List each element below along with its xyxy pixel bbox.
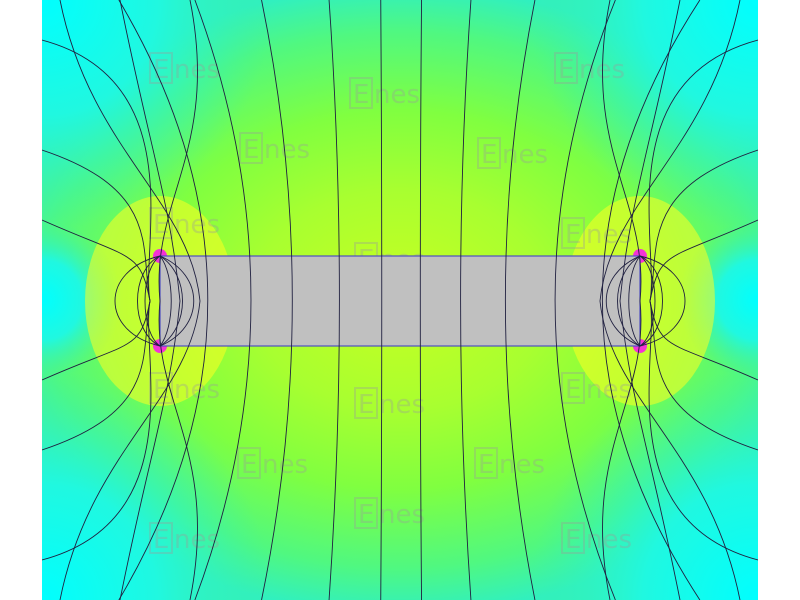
watermark-logo-frame (149, 207, 173, 239)
watermark-logo-letter: E (478, 450, 494, 480)
field-line (158, 0, 198, 600)
field-line (599, 0, 741, 600)
watermark-logo-letter: E (558, 55, 574, 85)
watermark-logo-frame (239, 132, 263, 164)
field-line (137, 255, 161, 347)
field-line (617, 255, 641, 347)
watermark-text: nes (502, 140, 548, 170)
watermark-logo-letter: E (358, 500, 374, 530)
field-line (639, 255, 686, 347)
field-line (42, 219, 151, 381)
watermark-logo-letter: E (153, 375, 169, 405)
field-line (419, 0, 422, 600)
watermark-text: nes (379, 390, 425, 420)
watermark-logo-frame (237, 447, 261, 479)
field-line (194, 0, 252, 600)
watermark-logo-letter: E (153, 525, 169, 555)
conductor-plate (159, 255, 641, 347)
watermark-logo-letter: E (358, 390, 374, 420)
field-line (159, 255, 172, 347)
field-line (605, 255, 641, 347)
field-line (159, 255, 195, 347)
field-line (328, 0, 340, 600)
watermark-logo-letter: E (241, 450, 257, 480)
field-lines (42, 0, 758, 600)
field-line (639, 255, 656, 347)
watermark-logo-letter: E (243, 135, 259, 165)
watermark-logo-frame (554, 52, 578, 84)
watermark-logo-letter: E (153, 55, 169, 85)
watermark-text: nes (586, 220, 632, 250)
watermark-logo-frame (474, 447, 498, 479)
field-line (114, 255, 161, 347)
field-line (639, 255, 663, 347)
watermark-logo-frame (149, 522, 173, 554)
field-line (649, 219, 758, 381)
field-line (602, 0, 701, 600)
field-line (159, 255, 183, 347)
watermark-text: nes (264, 135, 310, 165)
watermark-text: nes (586, 525, 632, 555)
watermark-logo-frame (561, 217, 585, 249)
field-line (554, 0, 616, 600)
watermark-logo-frame (561, 372, 585, 404)
watermark-logo-letter: E (565, 525, 581, 555)
watermark-logo-letter: E (565, 220, 581, 250)
watermark-logo-letter: E (565, 375, 581, 405)
watermark-logo-frame (561, 522, 585, 554)
field-line (118, 0, 209, 600)
watermark-logo-frame (477, 137, 501, 169)
watermark-text: nes (499, 450, 545, 480)
watermark-logo-frame (354, 387, 378, 419)
watermark-logo-letter: E (481, 140, 497, 170)
watermark-text: nes (174, 210, 220, 240)
watermark-text: nes (379, 500, 425, 530)
field-line (59, 0, 201, 600)
field-line (261, 0, 293, 600)
watermark-logo-frame (149, 372, 173, 404)
field-line (628, 255, 641, 347)
watermark-text: nes (579, 55, 625, 85)
watermark-logo-frame (349, 77, 373, 109)
field-line (504, 0, 536, 600)
field-line (602, 0, 642, 600)
field-line (380, 0, 383, 600)
watermark-logo-frame (354, 497, 378, 529)
field-line (119, 0, 181, 600)
field-line (460, 0, 472, 600)
watermark-logo-letter: E (353, 80, 369, 110)
field-line (144, 255, 161, 347)
watermark-text: nes (262, 450, 308, 480)
field-line (619, 0, 681, 600)
watermark-text: nes (174, 375, 220, 405)
watermark-logo-letter: E (153, 210, 169, 240)
